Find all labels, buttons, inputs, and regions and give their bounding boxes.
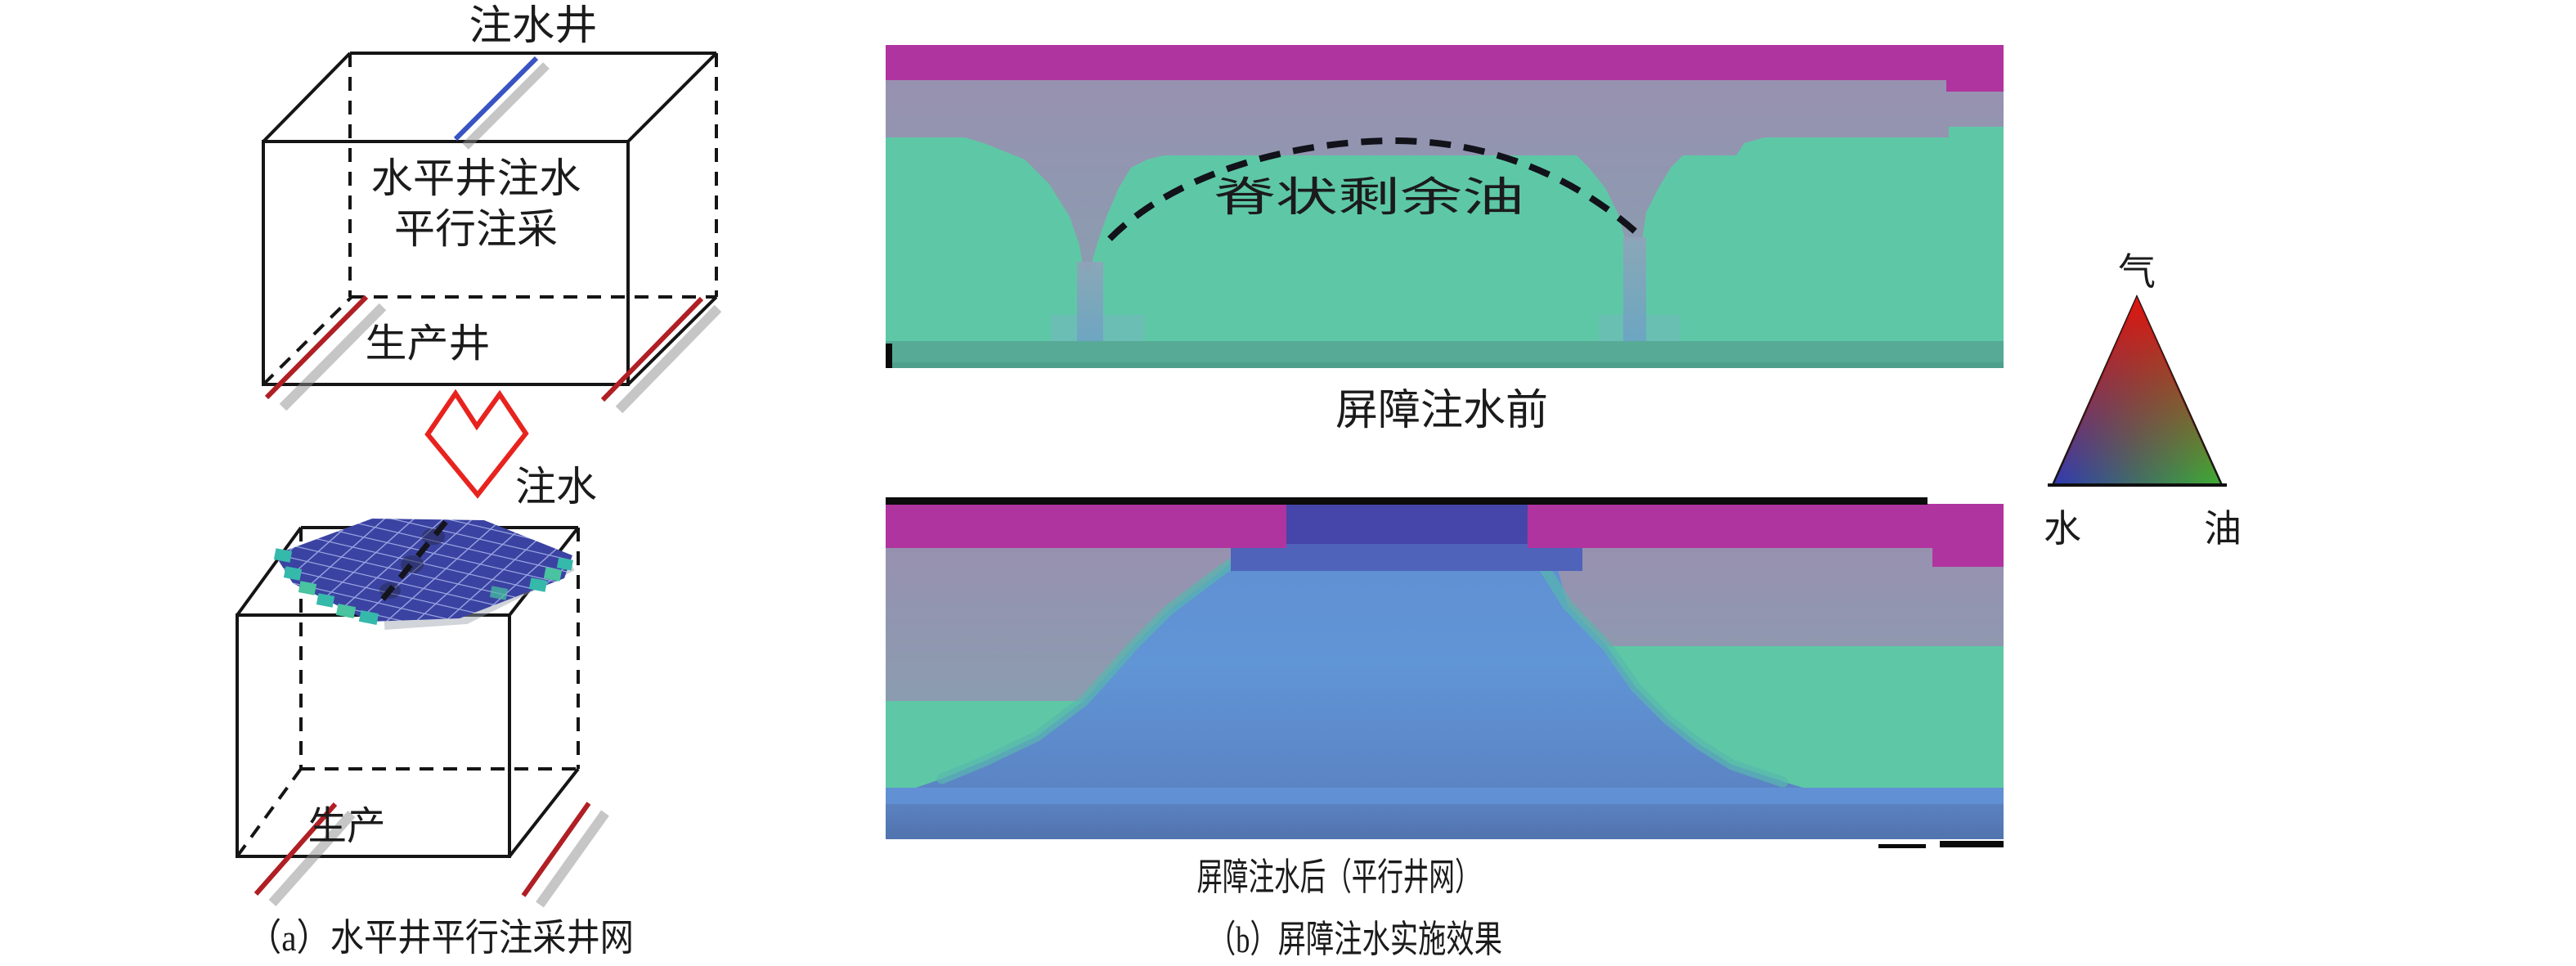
sim-after-mound-edge-right xyxy=(1530,549,1788,788)
sim-before-corner-tick xyxy=(886,344,892,368)
grid-well-trace xyxy=(375,519,448,608)
ridge-oil-annotation: 脊状剩余油 xyxy=(1214,174,1524,220)
producer-right-shadow-top xyxy=(615,304,722,414)
ternary-legend: 气 水 油 xyxy=(2044,251,2242,550)
ternary-triangle-gas-overlay xyxy=(2053,297,2222,485)
sim-after-corner-tick-mid xyxy=(1878,844,1926,848)
producer-left-line-top xyxy=(264,294,369,400)
sim-before-bottom-band-dark xyxy=(886,362,2004,368)
legend-water-label: 水 xyxy=(2044,508,2081,550)
panel-a-caption: （a）水平井平行注采井网 xyxy=(248,917,634,959)
sim-after-corner-tick-right xyxy=(1940,841,2004,847)
down-arrow-icon xyxy=(424,389,529,499)
sim-before-caption: 屏障注水前 xyxy=(1335,388,1548,434)
producer-left-line-bottom xyxy=(254,802,338,896)
water-barrier-grid xyxy=(273,519,575,630)
sim-after-gray-right xyxy=(1529,548,2004,646)
sim-after-gas-band-right xyxy=(1528,504,2004,567)
panel-a-diagram: 注水井 水平井注水 平行注采 生产井 注水 xyxy=(236,2,722,959)
injection-well-shadow xyxy=(462,62,550,150)
producer-right-line-bottom xyxy=(521,802,591,897)
producer-left-shadow-top xyxy=(279,303,387,411)
sim-before-gas-cap-band xyxy=(886,45,2004,92)
sim-after-barrier-top xyxy=(1284,503,1529,544)
legend-gas-label: 气 xyxy=(2118,251,2156,293)
injection-well-line xyxy=(453,56,539,142)
producer-well-label: 生产井 xyxy=(366,322,491,366)
sim-after-bottom-band xyxy=(886,804,2004,839)
sim-after-mound-edge-left xyxy=(936,544,1257,784)
injection-well-label: 注水井 xyxy=(469,2,598,48)
producer-right-line-top xyxy=(600,296,704,402)
producer-left-shadow-bottom xyxy=(268,811,356,906)
sim-after-water-mound xyxy=(916,540,1803,788)
sim-before-swept-gray-zone xyxy=(886,80,2004,270)
arrow-label: 注水 xyxy=(515,464,597,510)
sim-after-top-line xyxy=(886,497,1928,505)
sim-after-gas-band-left xyxy=(886,504,1286,548)
sim-after-caption: 屏障注水后（平行井网） xyxy=(1197,856,1481,898)
legend-oil-label: 油 xyxy=(2204,508,2242,550)
production-label: 生产 xyxy=(308,805,386,848)
sim-after-gray-left xyxy=(886,548,1259,701)
injection-box-hidden-edges xyxy=(262,53,718,386)
panel-b-caption: （b）屏障注水实施效果 xyxy=(1208,919,1502,960)
ridge-oil-dashed-curve xyxy=(1107,137,1640,241)
sim-after-bottom-band-light xyxy=(886,788,2004,804)
grid-oil-cells xyxy=(273,548,573,625)
production-box-hidden-edges xyxy=(236,528,580,858)
injection-box-solid-edges xyxy=(262,52,718,386)
sim-before-image: 脊状剩余油 屏障注水前 xyxy=(886,45,2004,434)
injection-box xyxy=(262,52,718,386)
injection-box-text-line2: 平行注采 xyxy=(394,206,558,252)
injection-box-text-line1: 水平井注水 xyxy=(371,155,581,201)
producer-right-shadow-bottom xyxy=(536,810,609,908)
sim-after-image: 屏障注水后（平行井网） （b）屏障注水实施效果 xyxy=(886,497,2004,960)
